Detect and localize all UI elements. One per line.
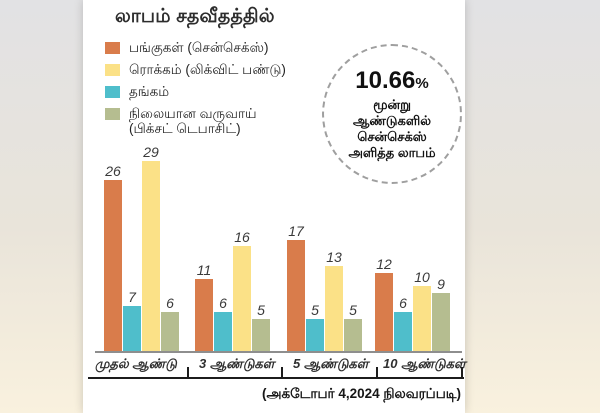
bar-value-label: 5 — [257, 302, 265, 318]
bar: 13 — [325, 249, 343, 352]
bar-value-label: 10 — [414, 269, 430, 285]
bar-rect — [344, 319, 362, 352]
legend-swatch-olive — [105, 108, 120, 120]
highlight-text-line: அளித்த லாபம் — [348, 144, 436, 160]
highlight-circle: 10.66% மூன்று ஆண்டுகளில் சென்செக்ஸ் அளித… — [322, 44, 462, 184]
bar-rect — [161, 312, 179, 352]
bar-rect — [306, 319, 324, 352]
bar: 29 — [142, 144, 160, 352]
bar-rect — [252, 319, 270, 352]
highlight-text-line: ஆண்டுகளில் — [352, 112, 432, 128]
footnote-date: (அக்டோபர் 4,2024 நிலவரப்படி) — [261, 386, 461, 401]
bar-rect — [233, 246, 251, 352]
x-axis-label-5-years: 5 ஆண்டுகள் — [293, 356, 369, 371]
bar: 12 — [375, 256, 393, 352]
axis-rule — [88, 377, 464, 379]
highlight-value: 10.66% — [355, 66, 429, 97]
bar-value-label: 29 — [143, 144, 159, 160]
legend-item-stocks: பங்குகள் (சென்செக்ஸ்) — [105, 40, 286, 55]
bar-rect — [214, 312, 232, 352]
bar-rect — [394, 312, 412, 352]
bar-value-label: 11 — [196, 262, 212, 278]
axis-tick — [376, 367, 378, 378]
bar-group: 17 5 13 5 — [287, 140, 363, 352]
x-axis-label-first-year: முதல் ஆண்டு — [95, 356, 177, 371]
bar-group: 11 6 16 5 — [195, 140, 271, 352]
bar-group: 12 6 10 9 — [375, 140, 451, 352]
axis-tick — [281, 367, 283, 378]
bar-value-label: 17 — [288, 223, 304, 239]
legend-label: பங்குகள் (சென்செக்ஸ்) — [129, 40, 269, 55]
highlight-number: 10.66 — [355, 66, 416, 94]
x-axis-label-10-years: 10 ஆண்டுகள் — [383, 356, 466, 371]
bar-value-label: 6 — [219, 295, 227, 311]
bar-rect — [375, 273, 393, 352]
bar-value-label: 6 — [399, 295, 407, 311]
percent-sign: % — [415, 74, 429, 92]
bar-value-label: 12 — [376, 256, 392, 272]
highlight-text-line: சென்செக்ஸ் — [357, 128, 427, 144]
bar: 7 — [123, 289, 141, 352]
bar: 17 — [287, 223, 305, 352]
bar: 6 — [214, 295, 232, 352]
bar-value-label: 5 — [349, 302, 357, 318]
bar-rect — [413, 286, 431, 352]
chart-baseline — [95, 351, 462, 353]
x-axis-label-3-years: 3 ஆண்டுகள் — [199, 356, 275, 371]
bar: 26 — [104, 163, 122, 352]
bar-value-label: 7 — [128, 289, 136, 305]
bar-value-label: 9 — [437, 276, 445, 292]
bar: 16 — [233, 229, 251, 352]
x-axis: முதல் ஆண்டு 3 ஆண்டுகள் 5 ஆண்டுகள் 10 ஆண்… — [95, 356, 466, 376]
chart-card: லாபம் சதவீதத்தில் பங்குகள் (சென்செக்ஸ்) … — [83, 0, 466, 413]
legend-item-fixed-income: நிலையான வருவாய் (பிக்சட் டெபாசிட்) — [105, 106, 286, 136]
legend-label: ரொக்கம் (லிக்விட் பண்டு) — [129, 62, 286, 77]
legend: பங்குகள் (சென்செக்ஸ்) ரொக்கம் (லிக்விட் … — [105, 40, 286, 143]
bar: 10 — [413, 269, 431, 352]
axis-tick — [187, 367, 189, 378]
bar-rect — [123, 306, 141, 352]
bar-value-label: 16 — [234, 229, 250, 245]
axis-tick — [461, 367, 463, 378]
bar: 6 — [394, 295, 412, 352]
highlight-text-line: மூன்று — [373, 96, 411, 112]
chart-title: லாபம் சதவீதத்தில் — [115, 6, 275, 27]
bar: 5 — [252, 302, 270, 352]
legend-label: நிலையான வருவாய் (பிக்சட் டெபாசிட்) — [129, 106, 257, 136]
legend-label: தங்கம் — [129, 84, 170, 99]
bar-rect — [432, 293, 450, 352]
legend-label-line2: (பிக்சட் டெபாசிட்) — [129, 121, 241, 136]
legend-swatch-yellow — [105, 64, 120, 76]
bar-rect — [104, 180, 122, 352]
bar-rect — [142, 161, 160, 352]
bar: 5 — [306, 302, 324, 352]
legend-swatch-orange — [105, 42, 120, 54]
bar-plot: 26 7 29 6 11 6 16 5 17 5 13 5 12 6 10 9 — [95, 140, 462, 352]
bar: 5 — [344, 302, 362, 352]
bar-rect — [195, 279, 213, 352]
bar: 6 — [161, 295, 179, 352]
bar-value-label: 6 — [166, 295, 174, 311]
bar: 9 — [432, 276, 450, 352]
bar-rect — [325, 266, 343, 352]
legend-label-line1: நிலையான வருவாய் — [129, 106, 257, 121]
legend-item-gold: தங்கம் — [105, 84, 286, 99]
bar-value-label: 13 — [326, 249, 342, 265]
bar-value-label: 5 — [311, 302, 319, 318]
bar-group: 26 7 29 6 — [104, 140, 180, 352]
bar: 11 — [195, 262, 213, 352]
bar-value-label: 26 — [105, 163, 121, 179]
legend-item-cash: ரொக்கம் (லிக்விட் பண்டு) — [105, 62, 286, 77]
bar-rect — [287, 240, 305, 352]
legend-swatch-teal — [105, 86, 120, 98]
